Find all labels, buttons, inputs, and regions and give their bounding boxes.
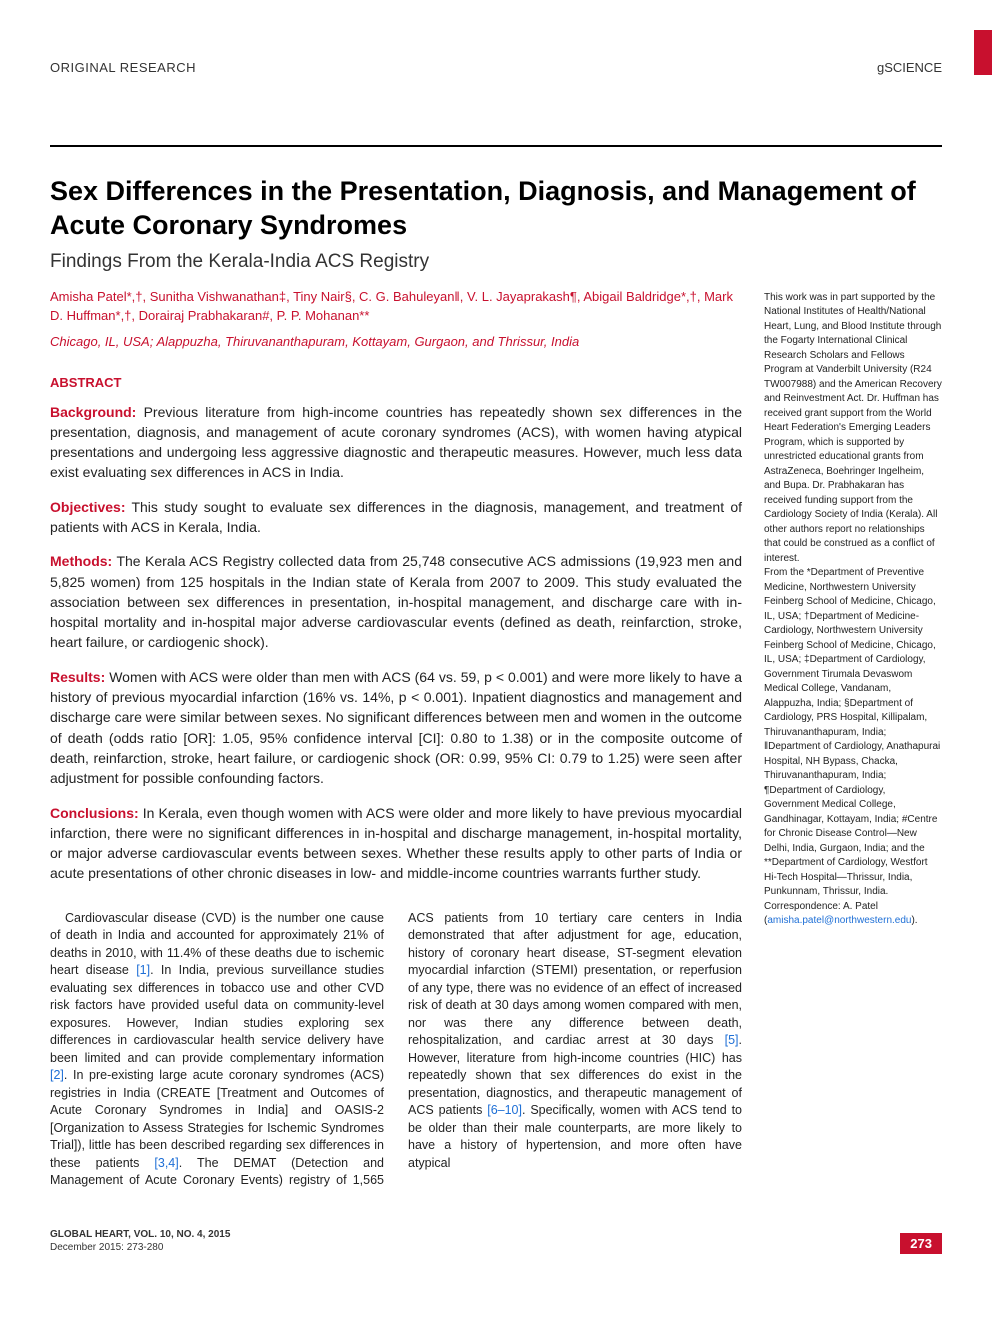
- abstract-text: This study sought to evaluate sex differ…: [50, 499, 742, 535]
- abstract-label: Results:: [50, 669, 105, 685]
- abstract-results: Results: Women with ACS were older than …: [50, 667, 742, 789]
- body-paragraph: Cardiovascular disease (CVD) is the numb…: [50, 910, 742, 1190]
- affiliation-close: ).: [911, 915, 917, 926]
- footer-issue: December 2015: 273-280: [50, 1242, 163, 1253]
- abstract-objectives: Objectives: This study sought to evaluat…: [50, 497, 742, 538]
- title-rule: [50, 145, 942, 147]
- abstract-text: In Kerala, even though women with ACS we…: [50, 805, 742, 882]
- abstract-text: Women with ACS were older than men with …: [50, 669, 742, 786]
- reference-link[interactable]: [6–10]: [487, 1103, 522, 1117]
- page-footer: GLOBAL HEART, VOL. 10, NO. 4, 2015 Decem…: [50, 1228, 942, 1254]
- author-list: Amisha Patel*,†, Sunitha Vishwanathan‡, …: [50, 287, 742, 326]
- affiliation-cities: Chicago, IL, USA; Alappuzha, Thiruvanant…: [50, 334, 742, 349]
- abstract-label: Objectives:: [50, 499, 125, 515]
- reference-link[interactable]: [5]: [725, 1033, 739, 1047]
- abstract-heading: ABSTRACT: [50, 375, 742, 390]
- abstract-background: Background: Previous literature from hig…: [50, 402, 742, 483]
- funding-statement: This work was in part supported by the N…: [764, 292, 942, 564]
- abstract-text: Previous literature from high-income cou…: [50, 404, 742, 481]
- main-column: Amisha Patel*,†, Sunitha Vishwanathan‡, …: [50, 287, 742, 1190]
- reference-link[interactable]: [1]: [136, 963, 150, 977]
- page-number: 273: [900, 1233, 942, 1254]
- journal-name: gSCIENCE: [877, 60, 942, 75]
- footer-volume: GLOBAL HEART, VOL. 10, NO. 4, 2015: [50, 1229, 230, 1240]
- abstract-text: The Kerala ACS Registry collected data f…: [50, 553, 742, 650]
- correspondence-email[interactable]: amisha.patel@northwestern.edu: [767, 915, 911, 926]
- article-type: ORIGINAL RESEARCH: [50, 60, 196, 75]
- abstract-label: Background:: [50, 404, 136, 420]
- article-subtitle: Findings From the Kerala-India ACS Regis…: [50, 251, 942, 273]
- article-title: Sex Differences in the Presentation, Dia…: [50, 175, 942, 243]
- body-text: Cardiovascular disease (CVD) is the numb…: [50, 910, 742, 1190]
- abstract-label: Methods:: [50, 553, 112, 569]
- top-bar: ORIGINAL RESEARCH gSCIENCE: [50, 60, 942, 75]
- abstract-methods: Methods: The Kerala ACS Registry collect…: [50, 551, 742, 652]
- sidebar-column: This work was in part supported by the N…: [764, 287, 942, 1190]
- abstract-label: Conclusions:: [50, 805, 139, 821]
- journal-color-tab: [974, 30, 992, 75]
- affiliation-details: From the *Department of Preventive Medic…: [764, 567, 940, 926]
- abstract-conclusions: Conclusions: In Kerala, even though wome…: [50, 803, 742, 884]
- reference-link[interactable]: [3,4]: [154, 1156, 178, 1170]
- reference-link[interactable]: [2]: [50, 1068, 64, 1082]
- footer-citation: GLOBAL HEART, VOL. 10, NO. 4, 2015 Decem…: [50, 1228, 230, 1254]
